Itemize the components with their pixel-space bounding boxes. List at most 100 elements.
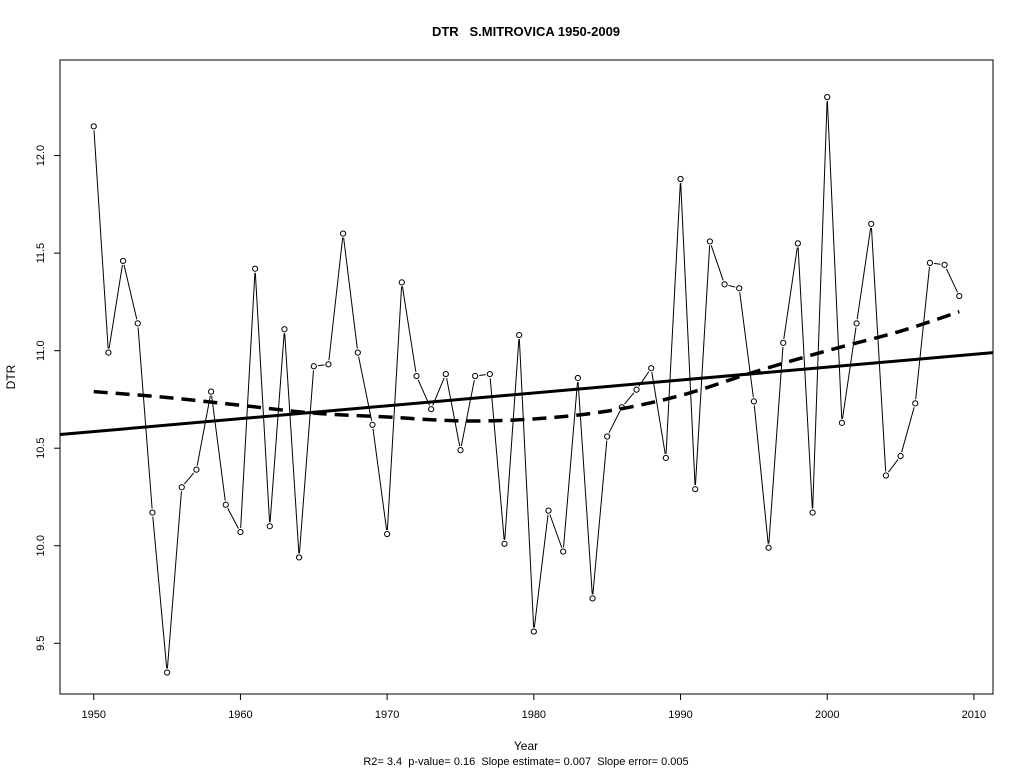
data-segment-1997 bbox=[783, 247, 798, 339]
data-point-1987 bbox=[633, 386, 640, 393]
x-tick-label-1990: 1990 bbox=[668, 709, 692, 721]
x-tick-label-1970: 1970 bbox=[375, 709, 399, 721]
data-point-1971 bbox=[398, 279, 405, 286]
data-segment-1964 bbox=[298, 370, 314, 554]
data-point-1985 bbox=[604, 433, 611, 440]
data-point-1975 bbox=[457, 447, 464, 454]
series-linear-trend bbox=[59, 351, 994, 437]
data-point-1997 bbox=[780, 339, 787, 346]
data-segment-1954 bbox=[152, 516, 168, 669]
x-tick-label-1980: 1980 bbox=[522, 709, 546, 721]
data-point-2003 bbox=[868, 220, 875, 227]
data-point-2001 bbox=[838, 419, 846, 426]
data-point-1961 bbox=[252, 265, 259, 272]
data-point-2005 bbox=[897, 452, 904, 460]
chart-title: DTR S.MITROVICA 1950-2009 bbox=[432, 24, 620, 39]
data-point-2004 bbox=[882, 472, 890, 479]
data-point-1993 bbox=[721, 281, 728, 288]
data-segment-1979 bbox=[518, 339, 535, 628]
data-segment-1974 bbox=[446, 378, 461, 447]
data-point-2007 bbox=[926, 259, 934, 266]
data-segment-1952 bbox=[123, 264, 138, 320]
data-point-2006 bbox=[912, 400, 919, 407]
data-point-1950 bbox=[90, 123, 97, 130]
data-segment-1993 bbox=[728, 284, 736, 288]
data-point-1996 bbox=[765, 544, 772, 551]
data-segment-1951 bbox=[108, 264, 123, 349]
y-tick-label-9.5: 9.5 bbox=[35, 636, 47, 651]
data-segment-1980 bbox=[533, 514, 549, 628]
x-axis: 1950 1960 1970 1980 1990 2000 2010 bbox=[81, 694, 986, 721]
y-tick-label-11.0: 11.0 bbox=[35, 340, 47, 361]
data-point-1964 bbox=[296, 554, 303, 561]
data-point-1982 bbox=[560, 548, 567, 555]
data-segment-1989 bbox=[665, 183, 681, 454]
data-segment-1986 bbox=[624, 392, 635, 405]
data-segment-2005 bbox=[901, 407, 915, 453]
data-segment-1967 bbox=[343, 237, 358, 349]
data-segment-1983 bbox=[577, 382, 593, 595]
data-point-1960 bbox=[237, 528, 244, 536]
data-segment-1955 bbox=[166, 491, 182, 669]
data-segment-1960 bbox=[240, 272, 256, 529]
data-point-1988 bbox=[648, 365, 655, 372]
data-segment-1992 bbox=[710, 245, 724, 281]
x-tick-label-1950: 1950 bbox=[81, 709, 105, 721]
data-segment-1970 bbox=[386, 286, 403, 530]
data-point-1999 bbox=[809, 509, 816, 516]
y-tick-label-11.5: 11.5 bbox=[35, 243, 47, 264]
y-tick-label-10.5: 10.5 bbox=[35, 437, 47, 458]
data-point-1984 bbox=[589, 595, 596, 602]
data-segment-1969 bbox=[372, 428, 388, 531]
data-point-1969 bbox=[369, 421, 376, 428]
data-segment-1991 bbox=[694, 245, 711, 486]
data-segment-2000 bbox=[826, 101, 843, 419]
plot-frame bbox=[59, 59, 994, 695]
y-axis-label: DTR bbox=[4, 364, 18, 389]
data-point-2009 bbox=[956, 292, 963, 300]
data-point-1954 bbox=[149, 509, 156, 516]
data-point-1959 bbox=[222, 501, 229, 508]
data-point-1972 bbox=[413, 372, 420, 380]
data-segment-1963 bbox=[284, 333, 300, 554]
data-point-1953 bbox=[134, 320, 141, 327]
smooth-trend-dashed-line bbox=[93, 309, 960, 423]
data-point-1994 bbox=[736, 285, 743, 292]
data-segment-2008 bbox=[945, 268, 958, 293]
data-segment-1965 bbox=[317, 364, 325, 367]
data-segment-2006 bbox=[915, 266, 930, 400]
data-point-1951 bbox=[105, 349, 112, 356]
data-point-1966 bbox=[325, 361, 332, 368]
data-point-1968 bbox=[354, 349, 361, 356]
data-point-1976 bbox=[472, 372, 479, 380]
data-point-2000 bbox=[824, 93, 831, 101]
data-segment-1975 bbox=[460, 379, 475, 447]
data-point-1980 bbox=[530, 628, 537, 635]
data-segment-1976 bbox=[479, 374, 486, 376]
data-segment-2001 bbox=[842, 327, 857, 419]
data-point-1990 bbox=[677, 175, 684, 183]
y-tick-label-12.0: 12.0 bbox=[35, 145, 47, 166]
x-tick-label-2010: 2010 bbox=[962, 709, 986, 721]
data-point-1955 bbox=[163, 669, 171, 676]
data-segment-1978 bbox=[504, 339, 520, 540]
data-point-1978 bbox=[501, 540, 508, 547]
data-point-1981 bbox=[545, 507, 552, 514]
data-point-1962 bbox=[266, 523, 273, 530]
data-point-1977 bbox=[486, 370, 493, 378]
y-axis: 9.5 10.0 10.5 11.0 11.5 12.0 bbox=[35, 145, 60, 651]
data-point-1989 bbox=[662, 454, 669, 462]
data-segment-2003 bbox=[870, 227, 887, 472]
data-point-1974 bbox=[442, 370, 449, 378]
data-segment-1984 bbox=[592, 440, 608, 595]
data-segment-1995 bbox=[753, 405, 769, 544]
data-point-1998 bbox=[794, 240, 801, 247]
data-segment-1962 bbox=[269, 333, 285, 523]
data-segment-2007 bbox=[933, 262, 941, 265]
data-segment-1981 bbox=[549, 514, 563, 548]
data-segment-2004 bbox=[887, 458, 899, 473]
data-segment-1950 bbox=[93, 130, 109, 349]
series-line-points bbox=[90, 93, 963, 676]
x-axis-label: Year bbox=[514, 739, 538, 753]
